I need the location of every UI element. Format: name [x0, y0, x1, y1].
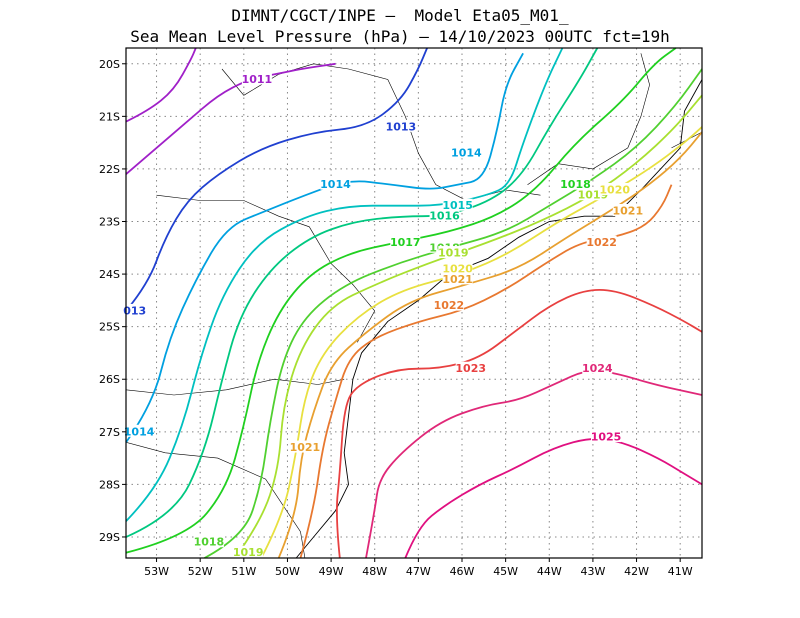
isobar-label-bg: [560, 177, 591, 190]
isobar-label: 1022: [586, 236, 617, 249]
isobar-label-bg: [433, 298, 464, 311]
isobar-1020: [260, 126, 703, 559]
isobar-label-bg: [442, 272, 473, 285]
state-border: [156, 194, 376, 343]
y-tick-label: 29S: [99, 531, 120, 544]
isobar-1011: [125, 47, 197, 123]
x-tick-label: 42W: [624, 565, 649, 578]
isobar-label: 1017: [390, 236, 421, 249]
isobar-label-bg: [233, 545, 264, 558]
isobar-label-bg: [451, 146, 482, 159]
isobar-label-bg: [241, 72, 272, 85]
y-tick-label: 21S: [99, 110, 120, 123]
y-tick-label: 26S: [99, 373, 120, 386]
state-border: [125, 378, 345, 396]
isobar-1016: [125, 47, 599, 538]
isobar-label: 1019: [438, 247, 469, 260]
isobar-label-bg: [442, 261, 473, 274]
isobar-label-bg: [582, 361, 613, 374]
isobar-label-bg: [591, 430, 621, 443]
isobar-label-bg: [289, 440, 320, 453]
isobar-1017: [125, 47, 677, 554]
y-tick-label: 22S: [99, 163, 120, 176]
isobar-label: 1014: [320, 178, 351, 191]
x-tick-label: 52W: [188, 565, 213, 578]
x-tick-label: 45W: [493, 565, 518, 578]
isobar-label: 1018: [560, 178, 591, 191]
x-tick-label: 41W: [668, 565, 693, 578]
isobar-1013: [125, 47, 428, 312]
isobar-label: 1014: [124, 425, 155, 438]
isobar-label-bg: [442, 198, 473, 211]
isobar-label-bg: [599, 182, 630, 195]
isobar-label: 1019: [233, 546, 264, 559]
isobar-label-bg: [193, 535, 224, 548]
isobar-label: 1014: [451, 147, 482, 160]
isobar-label-bg: [124, 424, 155, 437]
isobar-label: 1020: [599, 183, 630, 196]
isobar-label-bg: [320, 177, 351, 190]
map-title-line1: DIMNT/CGCT/INPE – Model Eta05_M01_: [231, 6, 569, 25]
isobar-label: 1023: [455, 362, 486, 375]
state-border: [527, 53, 650, 185]
x-tick-label: 48W: [362, 565, 387, 578]
isobar-1011: [125, 62, 336, 175]
isobar-label-bg: [429, 209, 460, 222]
isobar-label: 1025: [591, 431, 622, 444]
isobar-label: 013: [123, 304, 146, 317]
y-tick-label: 23S: [99, 216, 120, 229]
isobar-label-bg: [123, 303, 147, 316]
isobar-1019: [234, 94, 703, 559]
isobar-1021: [277, 131, 703, 559]
isobar-label-bg: [612, 203, 643, 216]
isobar-1015: [125, 47, 564, 522]
state-border: [125, 442, 306, 559]
isobar-1023: [336, 289, 703, 559]
isobar-label-bg: [438, 246, 469, 259]
isobar-label: 1013: [386, 120, 417, 133]
isobar-label: 1015: [442, 199, 473, 212]
x-tick-label: 49W: [319, 565, 344, 578]
y-tick-label: 25S: [99, 321, 120, 334]
isobar-1024: [365, 369, 703, 559]
x-tick-label: 51W: [231, 565, 256, 578]
isobar-label: 1022: [434, 299, 465, 312]
isobar-label: 1024: [582, 362, 613, 375]
isobar-label-bg: [385, 119, 416, 132]
isobar-label: 1016: [429, 210, 460, 223]
axis-ticks: 53W 52W 51W 50W 49W 48W 47W 46W 45W 44W 43W 42W 41W 2…: [99, 58, 693, 578]
x-tick-label: 44W: [537, 565, 562, 578]
isobar-label: 1021: [290, 441, 321, 454]
x-tick-label: 47W: [406, 565, 431, 578]
y-tick-label: 20S: [99, 58, 120, 71]
isobar-label: 1021: [613, 204, 644, 217]
map-title-line2: Sea Mean Level Pressure (hPa) – 14/10/20…: [130, 27, 670, 46]
isobar-label: 1020: [442, 262, 473, 275]
isobar-label-bg: [586, 235, 617, 248]
x-tick-label: 46W: [450, 565, 475, 578]
x-tick-label: 53W: [144, 565, 169, 578]
y-tick-label: 27S: [99, 426, 120, 439]
isobar-label: 1021: [442, 273, 473, 286]
isobar-1025: [404, 437, 703, 559]
isobar-label-bg: [455, 361, 486, 374]
isobar-label-bg: [390, 235, 421, 248]
isobar-label: 1011: [242, 73, 273, 86]
x-tick-label: 50W: [275, 565, 300, 578]
x-tick-label: 43W: [580, 565, 605, 578]
isobar-label: 1018: [194, 536, 225, 549]
y-tick-label: 24S: [99, 268, 120, 281]
y-tick-label: 28S: [99, 478, 120, 491]
map-frame: [125, 47, 703, 559]
isobar-1018: [204, 68, 703, 559]
